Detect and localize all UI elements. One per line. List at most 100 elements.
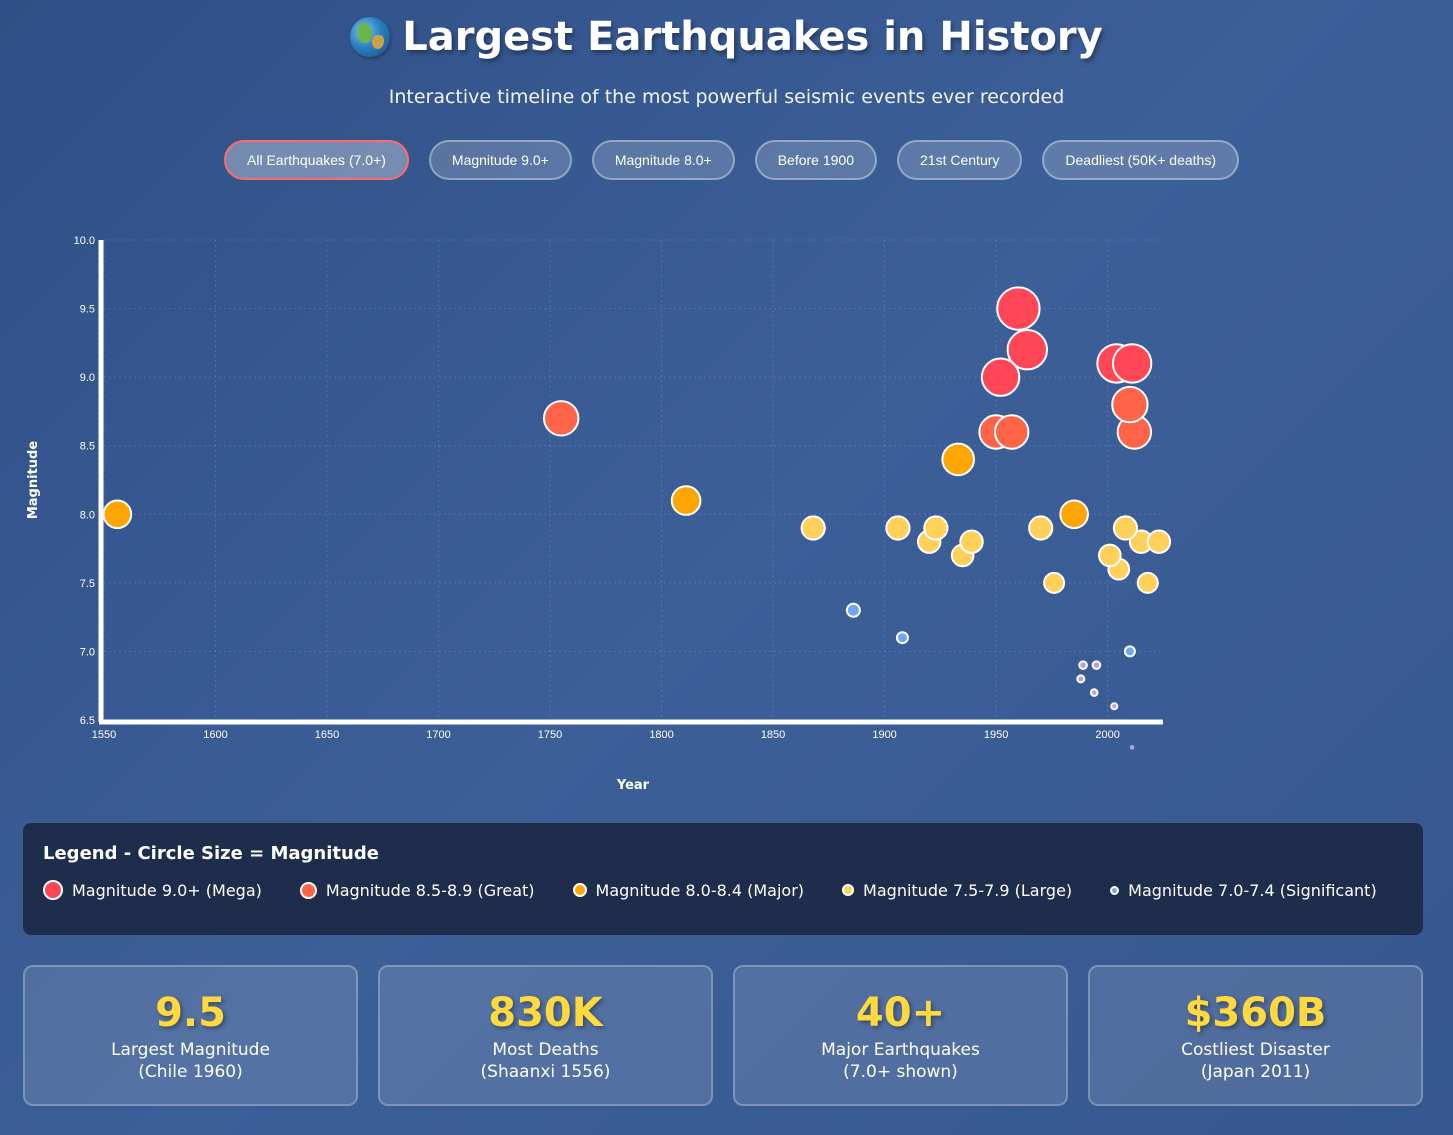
y-tick-label: 9.5 — [80, 304, 95, 316]
x-tick-label: 2000 — [1095, 729, 1119, 741]
filter-all-button[interactable]: All Earthquakes (7.0+) — [224, 140, 409, 180]
x-tick-label: 1900 — [872, 729, 896, 741]
earthquake-point[interactable] — [980, 357, 1021, 397]
stat-value: 830K — [488, 990, 603, 1036]
legend-item-great: Magnitude 8.5-8.9 (Great) — [299, 880, 535, 900]
filter-mag8-button[interactable]: Magnitude 8.0+ — [591, 140, 735, 180]
chart-axes — [98, 240, 1163, 725]
y-tick-label: 6.5 — [80, 715, 95, 727]
scatter-chart: 6.5 7.0 7.5 8.0 8.5 9.0 9.5 10.0 1550 1600 1650 170… — [26, 235, 1172, 793]
earthquake-point[interactable] — [1089, 688, 1099, 697]
stat-label: Most Deaths — [492, 1040, 599, 1060]
stat-value: $360B — [1184, 990, 1327, 1036]
filter-bar: All Earthquakes (7.0+) Magnitude 9.0+ Ma… — [0, 140, 1453, 180]
x-tick-label: 1950 — [984, 729, 1008, 741]
earthquake-point[interactable] — [542, 400, 580, 437]
earthquake-point[interactable] — [941, 442, 975, 477]
earthquake-point[interactable] — [885, 515, 911, 541]
earthquake-point[interactable] — [994, 414, 1030, 450]
x-tick-label: 1850 — [761, 729, 785, 741]
legend-item-large: Magnitude 7.5-7.9 (Large) — [842, 881, 1072, 900]
earthquake-point[interactable] — [102, 499, 133, 530]
x-tick-label: 1750 — [538, 729, 562, 741]
x-tick-label: 1800 — [649, 729, 673, 741]
earthquake-point[interactable] — [1076, 674, 1086, 684]
page-title-text: Largest Earthquakes in History — [402, 14, 1103, 60]
globe-icon — [350, 17, 391, 57]
earthquake-point[interactable] — [1136, 571, 1159, 594]
page-title: Largest Earthquakes in History — [0, 14, 1453, 60]
legend-dot-major — [572, 883, 587, 897]
earthquake-point[interactable] — [1028, 515, 1054, 541]
stat-card-costliest-disaster: $360B Costliest Disaster (Japan 2011) — [1088, 965, 1423, 1106]
earthquake-point[interactable] — [959, 529, 984, 554]
earthquake-point[interactable] — [1078, 660, 1088, 670]
earthquake-point[interactable] — [800, 515, 826, 541]
earthquake-point[interactable] — [923, 515, 949, 541]
legend-panel: Legend - Circle Size = Magnitude Magnitu… — [23, 823, 1423, 935]
legend-item-mega: Magnitude 9.0+ (Mega) — [43, 880, 262, 900]
y-tick-label: 8.0 — [80, 509, 95, 521]
earthquake-point[interactable] — [1059, 499, 1089, 530]
y-tick-label: 9.0 — [80, 372, 95, 384]
stat-value: 9.5 — [155, 990, 226, 1036]
legend-dot-mega — [43, 880, 63, 900]
stat-sub: (7.0+ shown) — [843, 1062, 958, 1082]
stat-card-most-deaths: 830K Most Deaths (Shaanxi 1556) — [378, 965, 713, 1106]
legend-item-major: Magnitude 8.0-8.4 (Major) — [572, 881, 804, 900]
legend-dot-large — [842, 884, 855, 896]
filter-before-1900-button[interactable]: Before 1900 — [754, 140, 878, 180]
legend-label-significant: Magnitude 7.0-7.4 (Significant) — [1128, 880, 1377, 900]
y-tick-label: 7.0 — [80, 646, 95, 658]
earthquake-point[interactable] — [1146, 529, 1172, 554]
x-tick-label: 1650 — [315, 729, 339, 741]
stat-label: Largest Magnitude — [111, 1040, 270, 1060]
x-tick-label: 1550 — [92, 729, 116, 741]
y-tick-label: 10.0 — [74, 235, 95, 247]
legend-dot-significant — [1110, 885, 1120, 895]
legend-label-large: Magnitude 7.5-7.9 (Large) — [863, 880, 1073, 900]
legend-items: Magnitude 9.0+ (Mega) Magnitude 8.5-8.9 … — [43, 880, 1403, 900]
stats-row: 9.5 Largest Magnitude (Chile 1960) 830K … — [23, 965, 1423, 1106]
y-tick-label: 8.5 — [80, 441, 95, 453]
earthquake-point[interactable] — [670, 485, 702, 516]
stat-label: Major Earthquakes — [821, 1040, 980, 1060]
earthquake-point[interactable] — [1091, 660, 1102, 670]
filter-mag9-button[interactable]: Magnitude 9.0+ — [428, 140, 572, 180]
legend-label-mega: Magnitude 9.0+ (Mega) — [72, 880, 262, 900]
legend-item-significant: Magnitude 7.0-7.4 (Significant) — [1110, 881, 1377, 900]
legend-label-great: Magnitude 8.5-8.9 (Great) — [325, 880, 535, 900]
earthquake-point[interactable] — [1111, 343, 1153, 384]
earthquake-point[interactable] — [895, 631, 909, 645]
page-subtitle: Interactive timeline of the most powerfu… — [388, 86, 1065, 108]
filter-21st-century-button[interactable]: 21st Century — [897, 140, 1023, 180]
earthquake-point[interactable] — [1006, 329, 1049, 371]
earthquake-point[interactable] — [996, 286, 1041, 331]
earthquake-point[interactable] — [845, 602, 861, 618]
x-axis-title: Year — [616, 778, 650, 793]
earthquake-point[interactable] — [1123, 645, 1136, 658]
stat-label: Costliest Disaster — [1181, 1040, 1330, 1060]
y-axis-title: Magnitude — [26, 441, 41, 520]
earthquake-point[interactable] — [1112, 515, 1139, 541]
legend-dot-great — [299, 881, 317, 899]
chart-ticks: 6.5 7.0 7.5 8.0 8.5 9.0 9.5 10.0 1550 1600 1650 170… — [74, 235, 1120, 741]
stat-card-largest-magnitude: 9.5 Largest Magnitude (Chile 1960) — [23, 965, 358, 1106]
stat-sub: (Chile 1960) — [138, 1062, 243, 1082]
earthquake-point[interactable] — [1111, 385, 1149, 424]
stat-sub: (Shaanxi 1556) — [480, 1062, 611, 1082]
earthquake-point[interactable] — [1098, 543, 1122, 568]
earthquake-point[interactable] — [1110, 702, 1119, 711]
chart-points — [102, 286, 1172, 750]
stat-card-major-earthquakes: 40+ Major Earthquakes (7.0+ shown) — [733, 965, 1068, 1106]
stat-sub: (Japan 2011) — [1200, 1062, 1311, 1082]
y-tick-label: 7.5 — [80, 578, 95, 590]
x-tick-label: 1600 — [203, 729, 227, 741]
chart-grid — [103, 239, 1163, 721]
earthquake-point[interactable] — [1043, 571, 1066, 594]
legend-title: Legend - Circle Size = Magnitude — [43, 843, 379, 864]
filter-deadliest-button[interactable]: Deadliest (50K+ deaths) — [1042, 140, 1239, 180]
x-tick-label: 1700 — [426, 729, 450, 741]
earthquake-point[interactable] — [1129, 745, 1135, 750]
stat-value: 40+ — [855, 990, 946, 1036]
